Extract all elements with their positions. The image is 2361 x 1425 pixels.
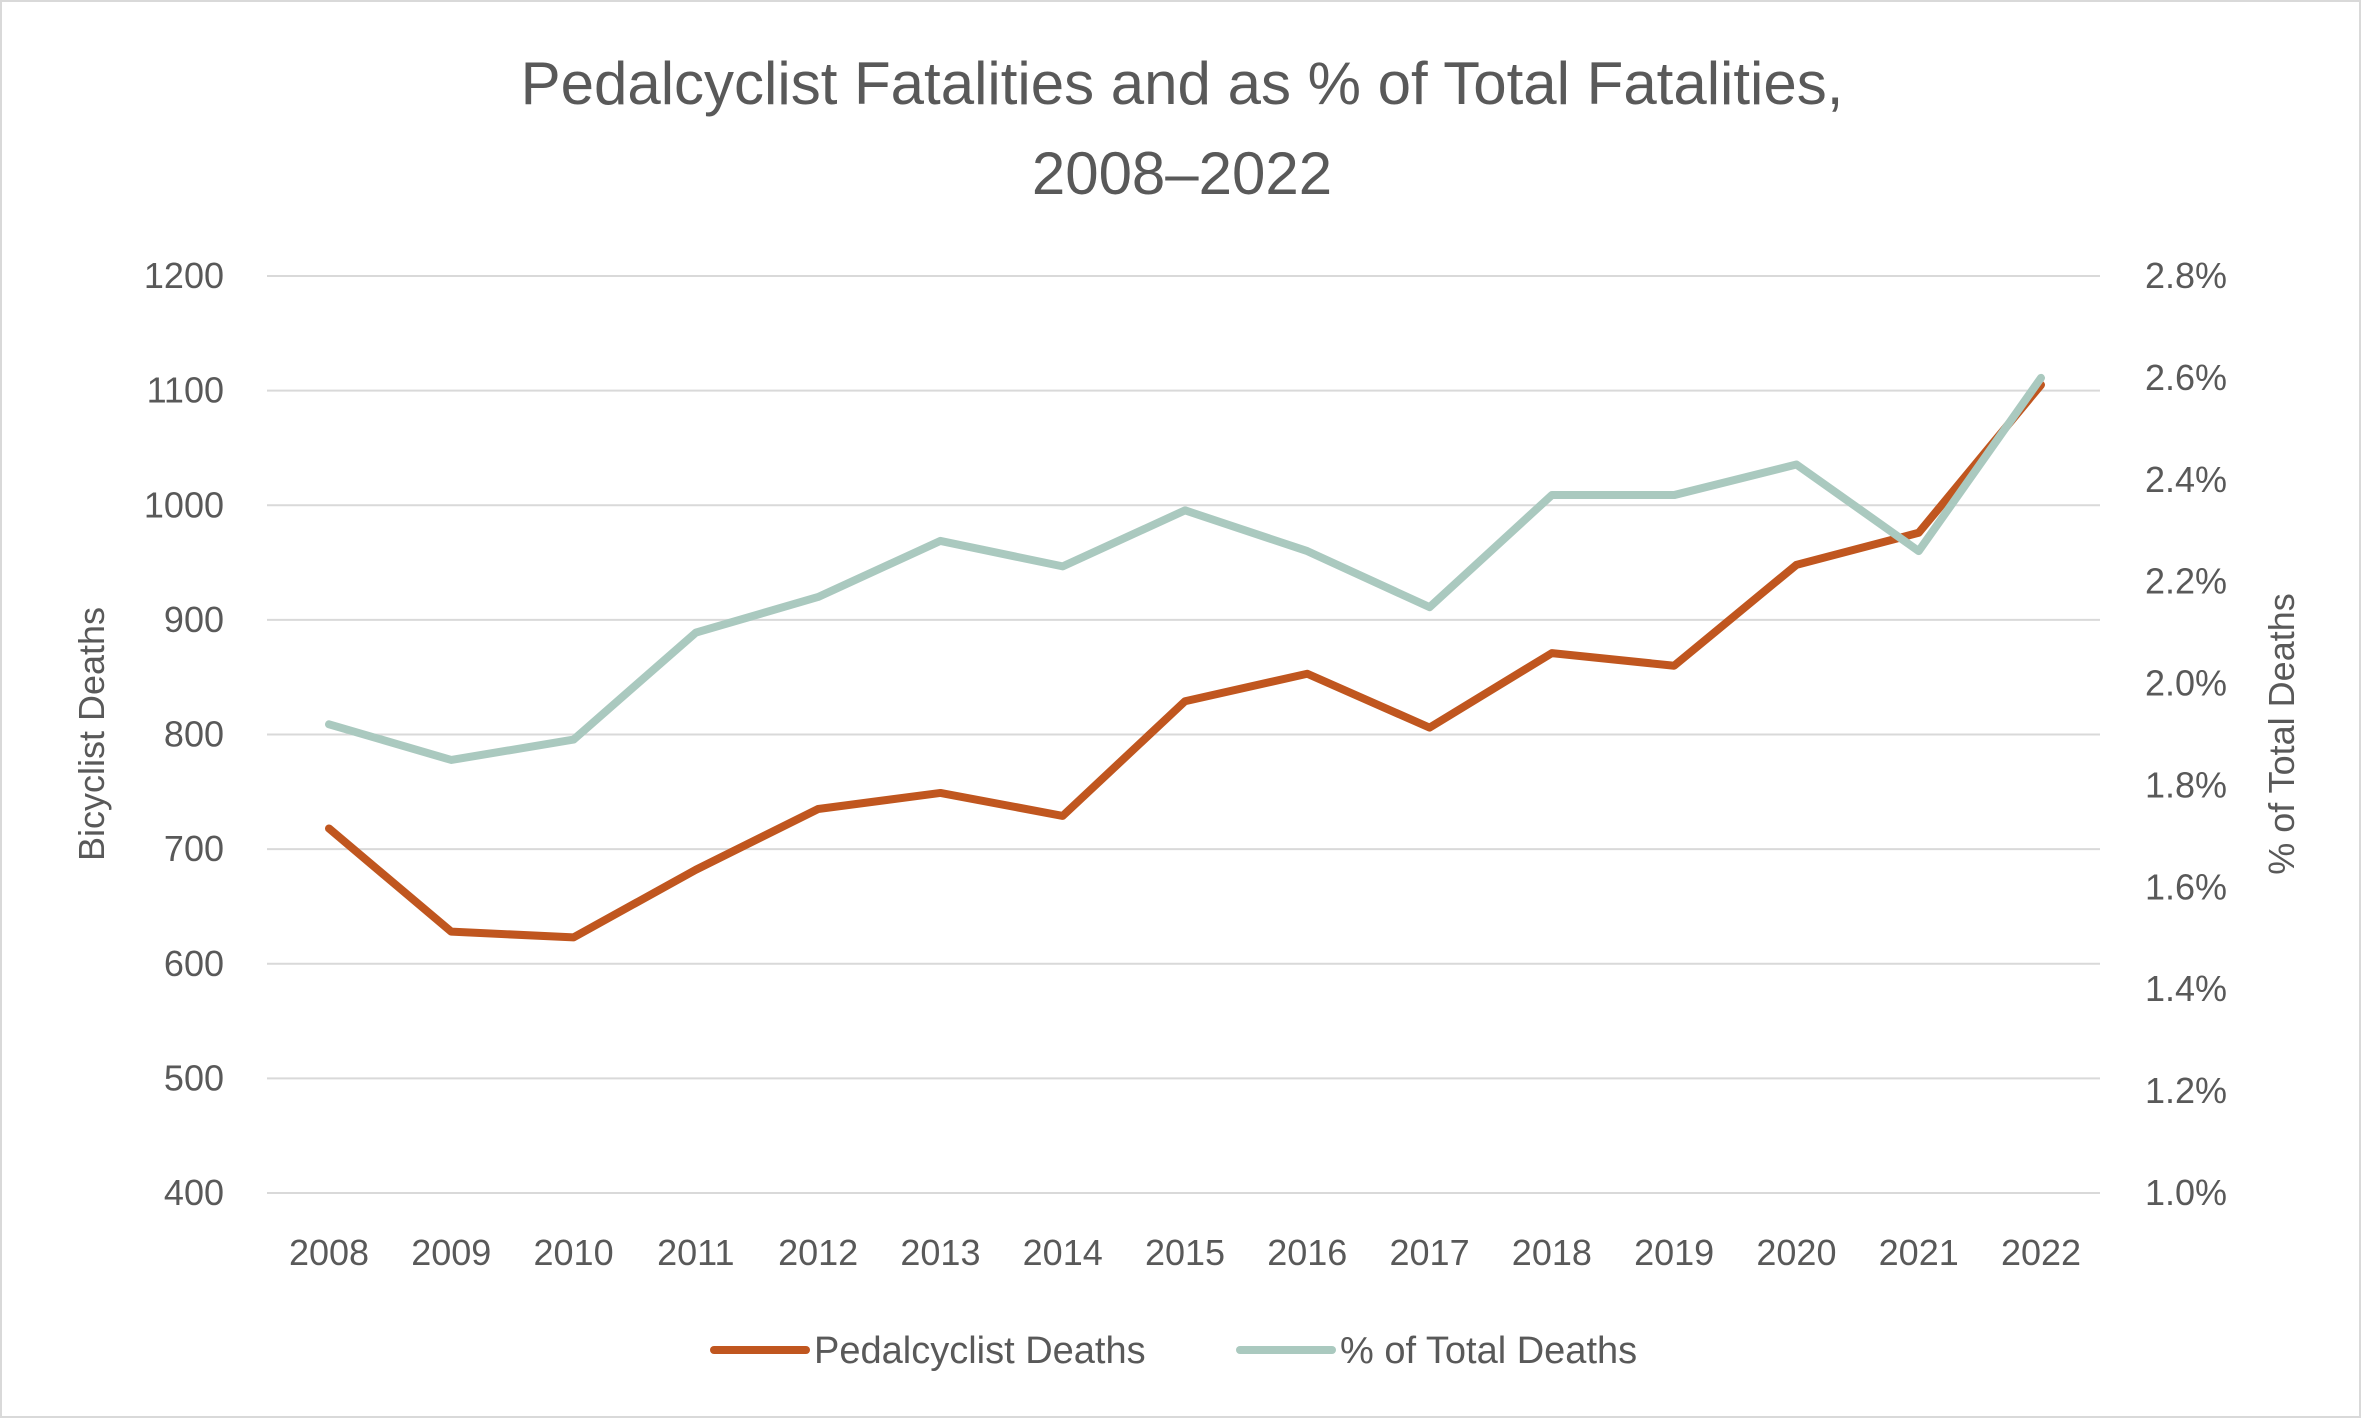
y2-tick-label: 1.2% <box>2145 1070 2227 1111</box>
x-tick-label: 2013 <box>900 1232 980 1273</box>
x-tick-label: 2021 <box>1879 1232 1959 1273</box>
y-axis-label: Bicyclist Deaths <box>71 607 112 861</box>
x-tick-label: 2014 <box>1023 1232 1103 1273</box>
y2-tick-label: 2.8% <box>2145 255 2227 296</box>
y-tick-label: 500 <box>164 1057 224 1098</box>
y-tick-label: 1000 <box>144 484 224 525</box>
y-tick-label: 700 <box>164 828 224 869</box>
x-tick-label: 2011 <box>657 1232 734 1273</box>
y-tick-label: 600 <box>164 943 224 984</box>
y2-tick-label: 1.4% <box>2145 968 2227 1009</box>
x-tick-label: 2022 <box>2001 1232 2081 1273</box>
x-tick-label: 2016 <box>1267 1232 1347 1273</box>
y2-tick-label: 2.4% <box>2145 459 2227 500</box>
y-tick-label: 800 <box>164 714 224 755</box>
legend-label: % of Total Deaths <box>1340 1330 1637 1372</box>
chart-title-line2: 2008–2022 <box>1032 140 1332 207</box>
x-tick-label: 2015 <box>1145 1232 1225 1273</box>
x-tick-label: 2010 <box>534 1232 614 1273</box>
x-tick-label: 2018 <box>1512 1232 1592 1273</box>
y-tick-label: 900 <box>164 599 224 640</box>
x-tick-label: 2017 <box>1390 1232 1470 1273</box>
y2-tick-label: 2.2% <box>2145 561 2227 602</box>
y2-tick-label: 1.8% <box>2145 764 2227 805</box>
chart-title-line1: Pedalcyclist Fatalities and as % of Tota… <box>521 50 1844 117</box>
y2-axis-label: % of Total Deaths <box>2261 593 2302 875</box>
y-tick-label: 1200 <box>144 255 224 296</box>
x-tick-label: 2009 <box>411 1232 491 1273</box>
y2-tick-label: 1.6% <box>2145 866 2227 907</box>
x-tick-label: 2019 <box>1634 1232 1714 1273</box>
x-tick-label: 2008 <box>289 1232 369 1273</box>
y2-tick-label: 2.6% <box>2145 357 2227 398</box>
y-tick-label: 1100 <box>147 370 224 411</box>
y-tick-label: 400 <box>164 1172 224 1213</box>
x-tick-label: 2020 <box>1756 1232 1836 1273</box>
legend-label: Pedalcyclist Deaths <box>814 1330 1146 1372</box>
x-tick-label: 2012 <box>778 1232 858 1273</box>
y2-tick-label: 1.0% <box>2145 1172 2227 1213</box>
y2-tick-label: 2.0% <box>2145 663 2227 704</box>
